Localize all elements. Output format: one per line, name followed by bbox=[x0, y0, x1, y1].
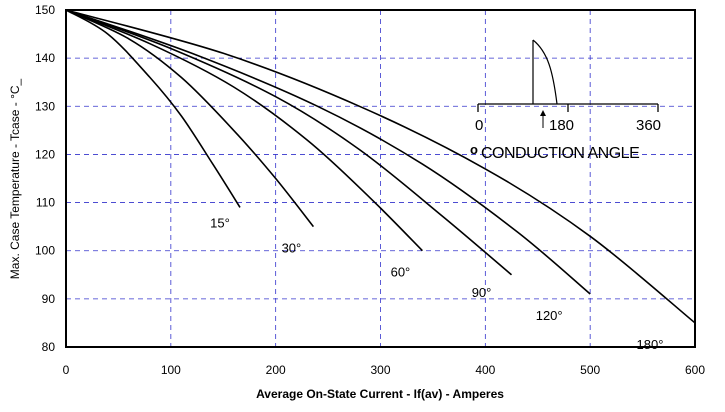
y-tick-label: 140 bbox=[35, 51, 55, 65]
conduction-arrow-head bbox=[540, 110, 546, 116]
x-tick-label: 200 bbox=[266, 363, 286, 377]
curve-label-180-deg: 180° bbox=[637, 337, 664, 352]
y-tick-label: 130 bbox=[35, 99, 55, 113]
x-tick-label: 300 bbox=[370, 363, 390, 377]
curve-30-deg bbox=[65, 9, 315, 228]
x-tick-label: 500 bbox=[580, 363, 600, 377]
inset-label-0: 0 bbox=[475, 117, 483, 134]
curve-120-deg bbox=[65, 9, 591, 295]
y-tick-label: 80 bbox=[42, 340, 56, 354]
y-tick-label: 100 bbox=[35, 244, 55, 258]
inset-label-180: 180 bbox=[549, 117, 574, 134]
x-tick-label: 100 bbox=[161, 363, 181, 377]
y-tick-label: 150 bbox=[35, 3, 55, 17]
curves bbox=[65, 9, 696, 324]
curve-label-30-deg: 30° bbox=[282, 241, 302, 256]
x-tick-label: 400 bbox=[475, 363, 495, 377]
x-tick-labels: 0 100 200 300 400 500 600 bbox=[63, 363, 706, 377]
plot-frame bbox=[65, 9, 696, 348]
curve-label-60-deg: 60° bbox=[391, 265, 411, 280]
curve-90-deg bbox=[65, 9, 513, 276]
y-tick-labels: 80 90 100 110 120 130 140 150 bbox=[35, 3, 55, 354]
inset-marker: o bbox=[470, 142, 478, 157]
conduction-angle-inset: 0 180 360 o CONDUCTION ANGLE bbox=[470, 39, 661, 162]
curve-label-120-deg: 120° bbox=[536, 308, 563, 323]
y-axis-label: Max. Case Temperature - Tcase - °C_ bbox=[8, 78, 22, 279]
curve-label-90-deg: 90° bbox=[472, 285, 492, 300]
curve-60-deg bbox=[65, 9, 423, 252]
y-tick-label: 120 bbox=[35, 147, 55, 161]
conduction-waveform bbox=[532, 39, 558, 105]
grid bbox=[66, 10, 695, 347]
x-axis-label: Average On-State Current - If(av) - Ampe… bbox=[256, 387, 504, 401]
x-tick-label: 0 bbox=[63, 363, 70, 377]
curve-180-deg bbox=[65, 9, 696, 324]
curve-15-deg bbox=[65, 9, 241, 208]
curve-label-15-deg: 15° bbox=[210, 215, 230, 230]
x-tick-label: 600 bbox=[685, 363, 705, 377]
y-tick-label: 110 bbox=[36, 196, 55, 210]
inset-label-360: 360 bbox=[636, 117, 661, 134]
y-tick-label: 90 bbox=[42, 292, 56, 306]
curve-labels: 15° 30° 60° 90° 120° 180° bbox=[210, 215, 663, 352]
inset-title: CONDUCTION ANGLE bbox=[481, 145, 639, 162]
